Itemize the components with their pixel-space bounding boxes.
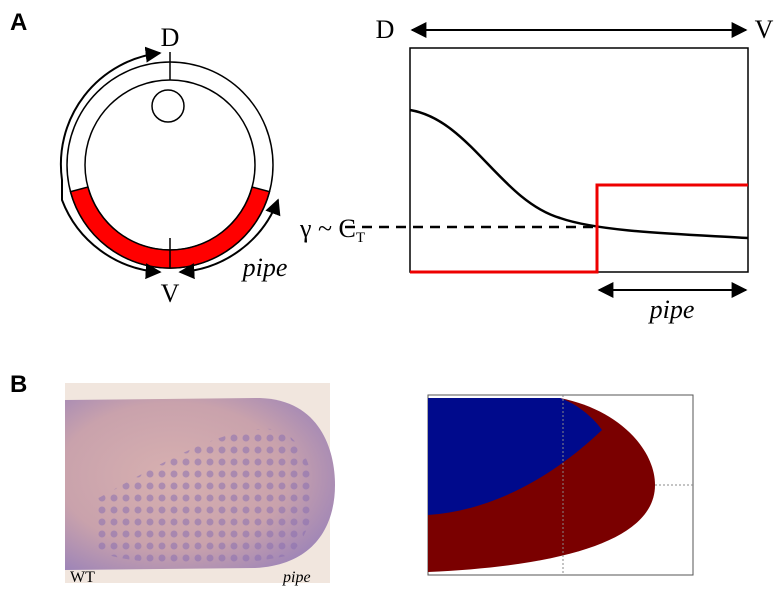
dorsal-label: D — [161, 23, 180, 52]
simulation-plot — [428, 395, 693, 575]
threshold-subscript: T — [356, 230, 365, 246]
genotype-label: WT — [70, 569, 95, 586]
pipe-label: pipe — [648, 295, 695, 324]
profile-plot — [345, 30, 748, 290]
ventral-label: V — [161, 279, 180, 308]
threshold-text: γ ~ C — [299, 214, 356, 243]
panel-label: A — [10, 9, 27, 36]
panel-label: B — [10, 371, 27, 398]
figure: A D V pipe D V γ ~ CT pipe B WT pipe — [0, 0, 776, 595]
dorsal-label: D — [376, 15, 395, 44]
threshold-label: γ ~ CT — [299, 214, 365, 246]
embryo-photo — [65, 383, 335, 583]
gene-label: pipe — [282, 569, 311, 586]
ventral-label: V — [755, 15, 774, 44]
circle-diagram — [61, 52, 278, 272]
pipe-label: pipe — [241, 253, 288, 282]
